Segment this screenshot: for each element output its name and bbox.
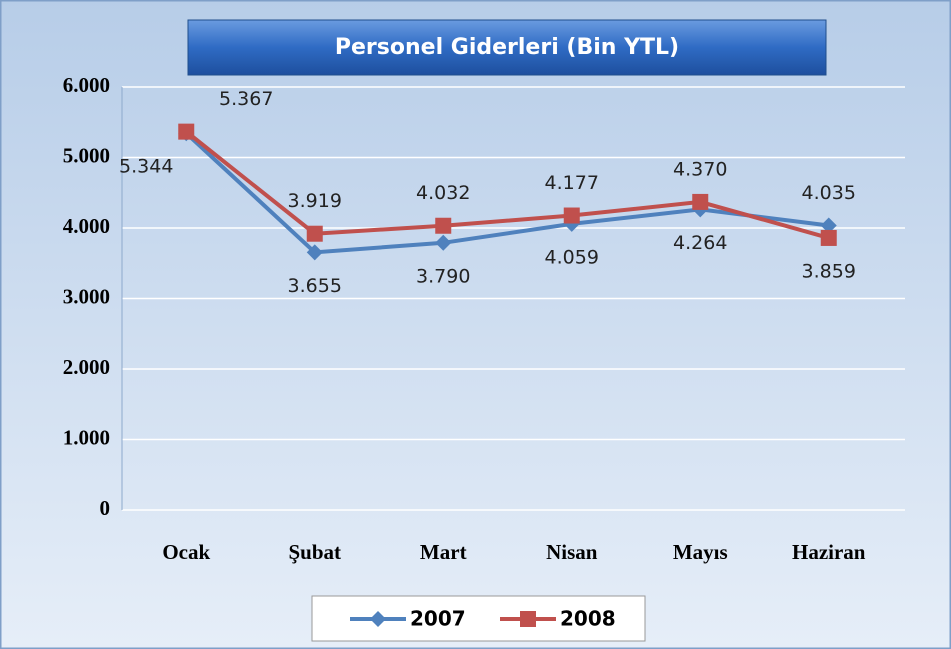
- value-label: 3.655: [288, 275, 342, 297]
- series-line: [185, 130, 830, 240]
- value-label: 3.790: [416, 265, 470, 287]
- y-tick-label: 1.000: [63, 425, 110, 449]
- y-tick-label: 5.000: [63, 143, 110, 167]
- y-tick-label: 2.000: [63, 355, 110, 379]
- legend-marker: [520, 611, 536, 627]
- chart-title: Personel Giderleri (Bin YTL): [335, 35, 679, 60]
- title-box: [187, 19, 827, 76]
- legend-marker: [370, 611, 386, 627]
- y-tick-label: 0: [100, 496, 111, 520]
- x-tick-label: Haziran: [792, 540, 866, 564]
- x-tick-label: Ocak: [162, 540, 210, 564]
- value-label: 5.367: [219, 88, 273, 110]
- marker: [820, 217, 837, 234]
- value-label: 4.035: [802, 182, 856, 204]
- marker: [435, 217, 452, 234]
- series-line: [184, 131, 829, 255]
- y-tick-label: 3.000: [63, 284, 110, 308]
- marker: [692, 193, 709, 210]
- marker: [563, 207, 580, 224]
- x-tick-label: Mayıs: [673, 540, 728, 564]
- x-tick-label: Şubat: [288, 540, 341, 564]
- marker: [306, 244, 323, 261]
- marker: [435, 234, 452, 251]
- value-label: 4.059: [545, 246, 599, 268]
- value-label: 3.859: [802, 260, 856, 282]
- y-tick-label: 4.000: [63, 214, 110, 238]
- value-label: 4.177: [545, 172, 599, 194]
- value-label: 5.344: [119, 156, 173, 178]
- value-label: 4.264: [673, 232, 727, 254]
- x-tick-label: Nisan: [546, 540, 598, 564]
- marker: [820, 229, 837, 246]
- marker: [306, 225, 323, 242]
- x-tick-label: Mart: [420, 540, 467, 564]
- legend-label: 2007: [410, 607, 466, 631]
- legend-label: 2008: [560, 607, 616, 631]
- value-label: 4.032: [416, 182, 470, 204]
- value-label: 3.919: [288, 190, 342, 212]
- marker: [178, 123, 195, 140]
- y-tick-label: 6.000: [63, 73, 110, 97]
- value-label: 4.370: [673, 158, 727, 180]
